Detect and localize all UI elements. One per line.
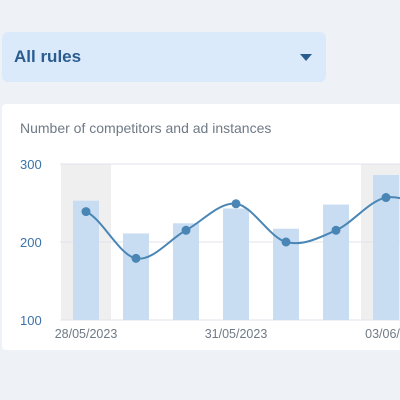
rules-filter-dropdown[interactable]: All rules <box>2 32 326 82</box>
bar <box>223 208 249 320</box>
chevron-down-icon[interactable] <box>300 53 312 61</box>
x-tick-label: 31/05/2023 <box>205 327 268 341</box>
bar <box>173 223 199 320</box>
x-tick-label: 03/06/2 <box>365 327 400 341</box>
y-tick-label: 300 <box>20 157 42 172</box>
data-point <box>231 199 241 209</box>
chart-card: 100 200 300 28/05/2023 31/05/2023 03/06/2 Num… <box>2 104 400 350</box>
x-tick-label: 28/05/2023 <box>55 327 118 341</box>
y-tick-label: 100 <box>20 313 42 328</box>
data-point <box>281 237 291 247</box>
y-tick-label: 200 <box>20 235 42 250</box>
chart-title: Number of competitors and ad instances <box>20 120 272 136</box>
data-point <box>381 193 391 203</box>
rules-filter-value: All rules <box>14 47 82 66</box>
data-point <box>131 253 141 263</box>
chart: 100 200 300 28/05/2023 31/05/2023 03/06/2 <box>20 157 400 341</box>
data-point <box>81 207 91 217</box>
data-point <box>331 225 341 235</box>
bar <box>73 200 99 320</box>
bar <box>323 204 349 320</box>
data-point <box>181 225 191 235</box>
bar <box>123 233 149 320</box>
